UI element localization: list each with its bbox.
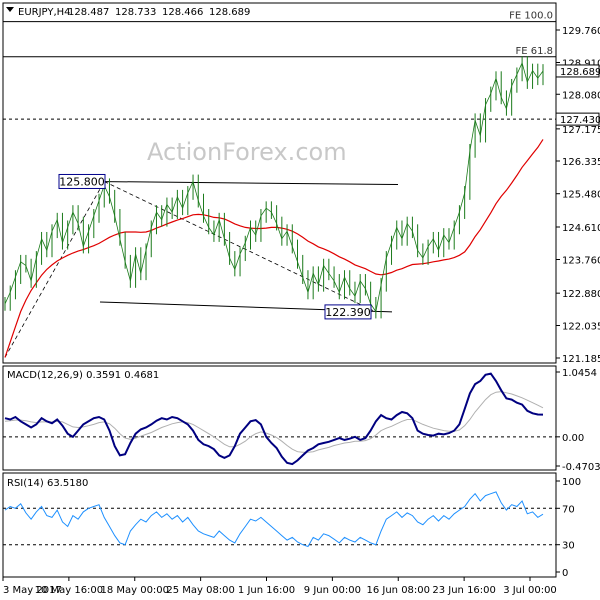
macd-label: MACD(12,26,9) 0.3591 0.4681 (7, 370, 159, 381)
price-panel: EURJPY,H4 128.487 128.733 128.466 128.68… (2, 2, 600, 365)
macd-axis: 1.0454 0.00 -0.4703 (556, 368, 600, 473)
level-axis-label-box (555, 112, 600, 126)
rsi-line (4, 491, 544, 548)
price-axis-tick-label: 128.910 (562, 59, 600, 70)
price-axis-tick-label: 122.035 (562, 321, 600, 332)
price-axis-tick-label: 125.480 (562, 190, 600, 201)
macd-lines (3, 372, 556, 466)
macd-axis-tick-label: 1.0454 (562, 368, 597, 379)
price-axis-tick-label: 124.610 (562, 223, 600, 234)
ohlc-close: 128.689 (209, 7, 250, 18)
price-axis-tick-label: 126.335 (562, 157, 600, 168)
channel-upper-line (94, 180, 399, 186)
symbol-dropdown-icon[interactable] (6, 7, 14, 12)
macd-panel-frame (2, 365, 557, 471)
macd-axis-tick-label: 0.00 (562, 433, 584, 444)
rsi-label: RSI(14) 63.5180 (7, 478, 88, 489)
macd-axis-tick-label: -0.4703 (562, 462, 600, 473)
macd-panel: MACD(12,26,9) 0.3591 0.4681 1.0454 0.00 -0… (2, 365, 600, 473)
price-annotations: 125.800 122.390 (58, 173, 372, 320)
level-axis-label: 127.430 (560, 115, 600, 126)
current-price-axis-label-box (555, 64, 600, 78)
x-axis-tick-label: 16 Jun 08:00 (366, 585, 430, 596)
annotation-box (58, 173, 106, 189)
projection-line-up (4, 181, 105, 358)
price-axis-tick-label: 121.185 (562, 354, 600, 365)
current-price-axis-label: 128.689 (560, 67, 600, 78)
price-panel-frame (2, 2, 557, 364)
ohlc-low: 128.466 (162, 7, 203, 18)
x-axis-tick-label: 1 Jun 16:00 (238, 585, 295, 596)
rsi-lines (3, 491, 556, 548)
ohlc-open: 128.487 (68, 7, 109, 18)
ohlc-high: 128.733 (115, 7, 156, 18)
x-axis-tick-label: 3 Jul 00:00 (503, 585, 557, 596)
rsi-axis-tick-label: 30 (562, 541, 575, 552)
x-axis-tick-label: 25 May 08:00 (166, 585, 235, 596)
watermark-text: ActionForex.com (147, 138, 347, 166)
annotation-label: 122.390 (325, 306, 371, 319)
rsi-panel-frame (2, 472, 557, 578)
x-axis-tick-label: 9 Jun 00:00 (304, 585, 361, 596)
price-axis-tick-label: 127.175 (562, 125, 600, 136)
price-axis-tick-label: 123.760 (562, 256, 600, 267)
projection-line-down (104, 181, 377, 313)
annotation-box (324, 304, 372, 320)
price-axis-tick-label: 128.080 (562, 90, 600, 101)
moving-average-line (4, 139, 544, 358)
price-lines: FE 100.0 FE 61.8 (3, 11, 556, 358)
rsi-axis-tick-label: 70 (562, 504, 575, 515)
annotation-label: 125.800 (59, 175, 105, 188)
price-axis-tick-label: 122.880 (562, 289, 600, 300)
macd-main-line (4, 372, 544, 466)
rsi-panel: RSI(14) 63.5180 100 70 30 0 (2, 472, 581, 579)
price-axis: 129.760 128.910 128.080 127.175 126.335 125.4… (555, 26, 600, 365)
chart-symbol-label: EURJPY,H4 (18, 7, 71, 18)
x-axis-tick-label: 10 May 16:00 (35, 585, 104, 596)
x-axis-tick-label: 18 May 00:00 (100, 585, 169, 596)
rsi-axis-tick-label: 100 (562, 477, 581, 488)
x-axis-tick-label: 23 Jun 16:00 (432, 585, 496, 596)
price-close-line (4, 61, 544, 313)
price-axis-tick-label: 129.760 (562, 26, 600, 37)
x-axis-tick-label: 3 May 2017 (3, 585, 62, 596)
fib-level-label: FE 61.8 (515, 46, 553, 57)
rsi-axis-tick-label: 0 (562, 568, 568, 579)
fib-level-label: FE 100.0 (509, 11, 553, 22)
rsi-axis: 100 70 30 0 (556, 477, 581, 579)
